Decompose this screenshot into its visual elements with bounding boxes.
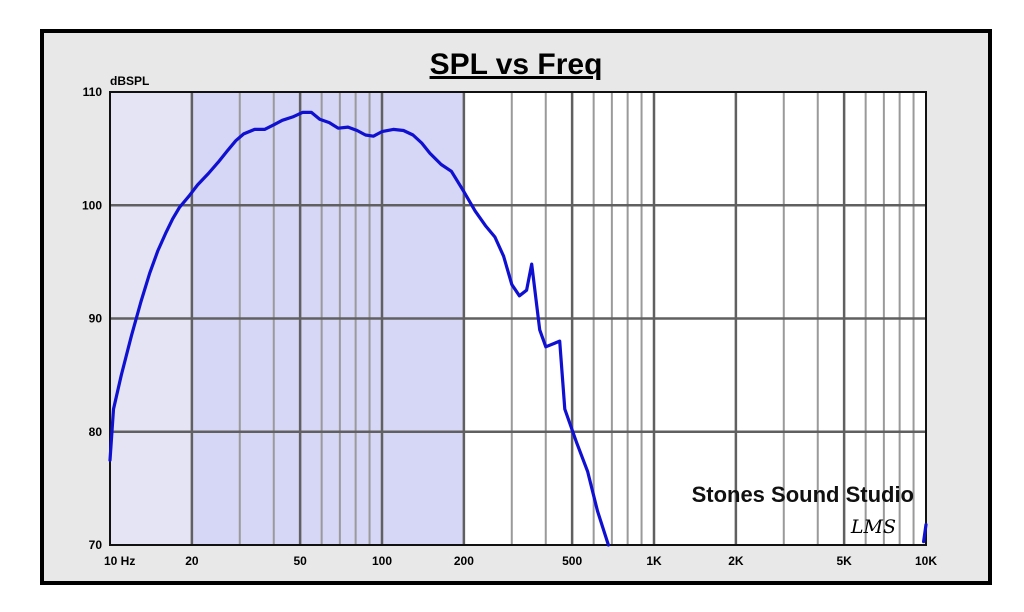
x-tick-label: 20 (185, 554, 199, 568)
x-tick-label: 100 (372, 554, 392, 568)
spl-curve-tail (922, 523, 928, 544)
plot-border (109, 91, 927, 546)
studio-name: Stones Sound Studio (692, 482, 914, 507)
chart-frame: 10 Hz 20 50 100 200 500 1K 2K 5K 10K 110 100 90 80 70… (40, 29, 992, 585)
y-axis-label: dBSPL (110, 74, 149, 88)
y-tick-label: 80 (89, 425, 103, 439)
y-tick-label: 110 (83, 85, 103, 99)
y-tick-label: 70 (89, 538, 103, 552)
x-tick-label: 2K (728, 554, 744, 568)
x-tick-label: 200 (454, 554, 474, 568)
x-tick-label: 50 (293, 554, 307, 568)
x-tick-label: 5K (836, 554, 852, 568)
x-tick-label: 1K (646, 554, 662, 568)
x-tick-label: 10 Hz (104, 554, 135, 568)
spl-curve (108, 110, 610, 547)
x-tick-label: 10K (915, 554, 937, 568)
y-tick-label: 90 (89, 312, 103, 326)
signature: LMS (850, 516, 896, 538)
chart-title: SPL vs Freq (430, 48, 603, 81)
spl-chart: 10 Hz 20 50 100 200 500 1K 2K 5K 10K 110 100 90 80 70… (82, 48, 937, 568)
x-tick-label: 500 (562, 554, 582, 568)
y-tick-label: 100 (82, 198, 102, 212)
